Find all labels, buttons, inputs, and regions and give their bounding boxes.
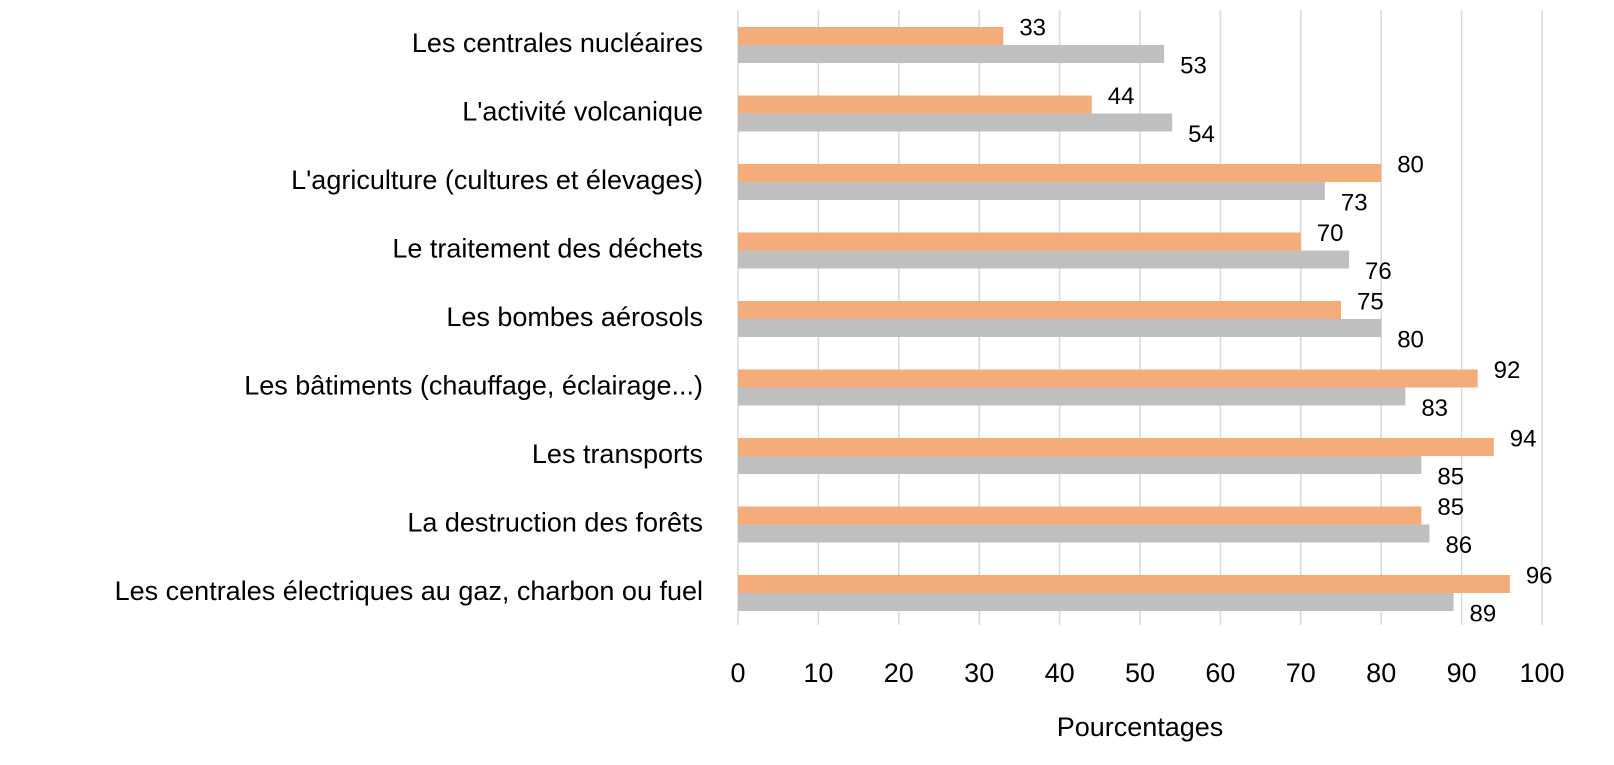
bar (738, 301, 1341, 319)
bar (738, 95, 1092, 114)
bar (738, 113, 1173, 132)
x-axis-title: Pourcentages (1057, 712, 1224, 742)
bar (738, 27, 1004, 45)
y-tick-label: L'activité volcanique (462, 97, 703, 127)
data-label: 96 (1526, 562, 1553, 589)
y-tick-label: Les bombes aérosols (446, 302, 703, 332)
bar (738, 369, 1478, 388)
y-tick-label: La destruction des forêts (407, 508, 703, 538)
data-label: 80 (1397, 151, 1424, 178)
bar (738, 593, 1454, 611)
bar (738, 506, 1422, 525)
data-label: 76 (1365, 258, 1392, 285)
bar (738, 319, 1382, 337)
y-tick-label: Le traitement des déchets (392, 234, 703, 264)
x-tick-label: 40 (1045, 658, 1075, 688)
bar (738, 575, 1510, 593)
bar (738, 456, 1422, 474)
y-tick-label: Les centrales nucléaires (412, 28, 703, 58)
data-label: 80 (1397, 326, 1424, 353)
bar (738, 524, 1430, 543)
data-label: 54 (1188, 121, 1215, 148)
bar (738, 387, 1406, 406)
bar (738, 232, 1301, 251)
x-tick-label: 10 (803, 658, 833, 688)
data-label: 92 (1494, 357, 1521, 384)
data-label: 85 (1437, 463, 1464, 490)
x-tick-label: 20 (884, 658, 914, 688)
y-tick-label: Les transports (532, 439, 703, 469)
data-label: 94 (1510, 425, 1537, 452)
x-tick-label: 50 (1125, 658, 1155, 688)
data-label: 85 (1437, 494, 1464, 521)
data-label: 75 (1357, 288, 1384, 315)
y-tick-label: L'agriculture (cultures et élevages) (291, 165, 703, 195)
x-tick-label: 70 (1286, 658, 1316, 688)
data-label: 86 (1445, 532, 1472, 559)
data-label: 73 (1341, 189, 1368, 216)
data-label: 83 (1421, 395, 1448, 422)
bar (738, 164, 1382, 182)
y-tick-label: Les bâtiments (chauffage, éclairage...) (244, 371, 703, 401)
x-tick-label: 0 (730, 658, 745, 688)
data-label: 33 (1019, 14, 1046, 41)
x-tick-label: 30 (964, 658, 994, 688)
data-label: 89 (1470, 600, 1497, 627)
x-tick-label: 60 (1205, 658, 1235, 688)
bar (738, 438, 1494, 456)
data-label: 53 (1180, 52, 1207, 79)
x-tick-label: 80 (1366, 658, 1396, 688)
y-tick-label: Les centrales électriques au gaz, charbo… (115, 576, 703, 606)
data-label: 44 (1108, 83, 1135, 110)
bar (738, 250, 1350, 269)
x-tick-label: 100 (1519, 658, 1564, 688)
data-label: 70 (1317, 220, 1344, 247)
bar (738, 182, 1325, 200)
x-tick-label: 90 (1447, 658, 1477, 688)
bar (738, 45, 1165, 63)
